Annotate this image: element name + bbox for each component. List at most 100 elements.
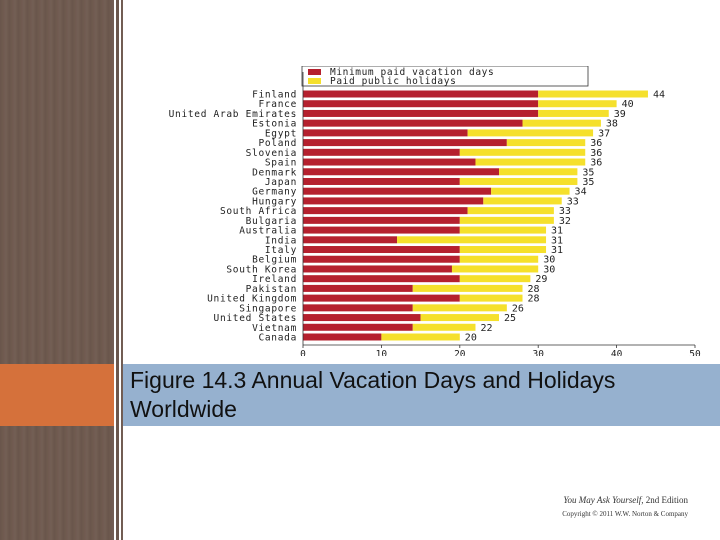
legend-label: Minimum paid vacation days	[330, 67, 494, 78]
total-label: 28	[528, 284, 540, 295]
bar-min-paid	[303, 323, 413, 331]
total-label: 29	[535, 274, 547, 285]
bar-holidays	[459, 177, 578, 185]
bar-min-paid	[303, 236, 398, 244]
total-label: 30	[543, 264, 555, 275]
category-label: Denmark	[252, 167, 297, 178]
total-label: 28	[528, 294, 540, 305]
category-label: Vietnam	[252, 323, 297, 334]
bar-holidays	[538, 90, 648, 98]
bar-holidays	[451, 265, 539, 273]
bar-holidays	[459, 226, 547, 234]
category-label: South Korea	[226, 264, 297, 275]
total-label: 37	[598, 128, 610, 139]
category-label: Canada	[258, 333, 297, 344]
category-label: United States	[214, 313, 297, 324]
bar-holidays	[499, 168, 578, 176]
x-tick-label: 20	[454, 349, 466, 356]
bar-holidays	[467, 207, 554, 215]
category-label: Japan	[265, 177, 297, 188]
bar-min-paid	[303, 90, 539, 98]
bar-holidays	[538, 109, 609, 117]
category-label: United Kingdom	[207, 294, 297, 305]
total-label: 34	[575, 187, 587, 198]
bar-min-paid	[303, 333, 382, 341]
total-label: 31	[551, 245, 563, 256]
x-tick-label: 30	[532, 349, 544, 356]
bar-holidays	[459, 294, 523, 302]
category-label: Germany	[252, 187, 297, 198]
bar-min-paid	[303, 255, 460, 263]
total-label: 32	[559, 216, 571, 227]
accent-bar	[0, 364, 114, 426]
bar-holidays	[459, 216, 554, 224]
bar-holidays	[459, 255, 539, 263]
credit-edition: 2nd Edition	[645, 495, 688, 505]
total-label: 31	[551, 226, 563, 237]
bar-holidays	[381, 333, 460, 341]
total-labels: 4440393837363636353534333332313131303029…	[465, 90, 665, 344]
category-label: Slovenia	[246, 148, 297, 159]
bar-min-paid	[303, 304, 413, 312]
figure-title: Figure 14.3 Annual Vacation Days and Hol…	[130, 367, 616, 422]
total-label: 22	[480, 323, 492, 334]
category-label: Hungary	[252, 196, 297, 207]
bar-holidays	[459, 148, 586, 156]
bar-min-paid	[303, 100, 539, 108]
bar-min-paid	[303, 284, 413, 292]
legend-swatch	[308, 69, 321, 75]
bar-holidays	[522, 119, 601, 127]
bar-min-paid	[303, 139, 507, 147]
total-label: 36	[590, 138, 602, 149]
bar-holidays	[506, 139, 586, 147]
bar-min-paid	[303, 148, 460, 156]
category-label: France	[258, 99, 297, 110]
bar-holidays	[397, 236, 547, 244]
bar-min-paid	[303, 119, 523, 127]
category-label: India	[265, 235, 297, 246]
bar-holidays	[475, 158, 586, 166]
category-label: Estonia	[252, 119, 297, 130]
total-label: 40	[622, 99, 634, 110]
category-label: Ireland	[252, 274, 297, 285]
total-label: 39	[614, 109, 626, 120]
bar-holidays	[412, 323, 476, 331]
bar-holidays	[483, 197, 562, 205]
category-label: South Africa	[220, 206, 297, 217]
category-label: Belgium	[252, 255, 297, 266]
bar-min-paid	[303, 177, 460, 185]
bar-min-paid	[303, 226, 460, 234]
divider-line-right	[119, 0, 121, 540]
legend-label: Paid public holidays	[330, 76, 456, 87]
category-label: Australia	[239, 226, 297, 237]
bar-holidays	[538, 100, 617, 108]
bar-min-paid	[303, 265, 452, 273]
total-label: 26	[512, 303, 524, 314]
legend-box	[301, 66, 589, 87]
x-tick-label: 50	[689, 349, 701, 356]
credit-book: You May Ask Yourself, 2nd Edition	[563, 495, 688, 505]
total-label: 30	[543, 255, 555, 266]
total-label: 25	[504, 313, 516, 324]
category-label: Poland	[258, 138, 297, 149]
bar-holidays	[412, 284, 523, 292]
bar-min-paid	[303, 294, 460, 302]
bar-min-paid	[303, 158, 476, 166]
category-label: Finland	[252, 90, 297, 101]
total-label: 33	[559, 206, 571, 217]
bar-min-paid	[303, 246, 460, 254]
total-label: 31	[551, 235, 563, 246]
bars	[303, 90, 648, 341]
bar-min-paid	[303, 109, 539, 117]
total-label: 33	[567, 196, 579, 207]
category-label: Bulgaria	[246, 216, 297, 227]
bar-holidays	[459, 246, 547, 254]
total-label: 35	[582, 177, 594, 188]
total-label: 36	[590, 148, 602, 159]
bar-holidays	[420, 314, 499, 322]
total-label: 35	[582, 167, 594, 178]
bar-min-paid	[303, 207, 468, 215]
total-label: 36	[590, 158, 602, 169]
bar-holidays	[491, 187, 570, 195]
